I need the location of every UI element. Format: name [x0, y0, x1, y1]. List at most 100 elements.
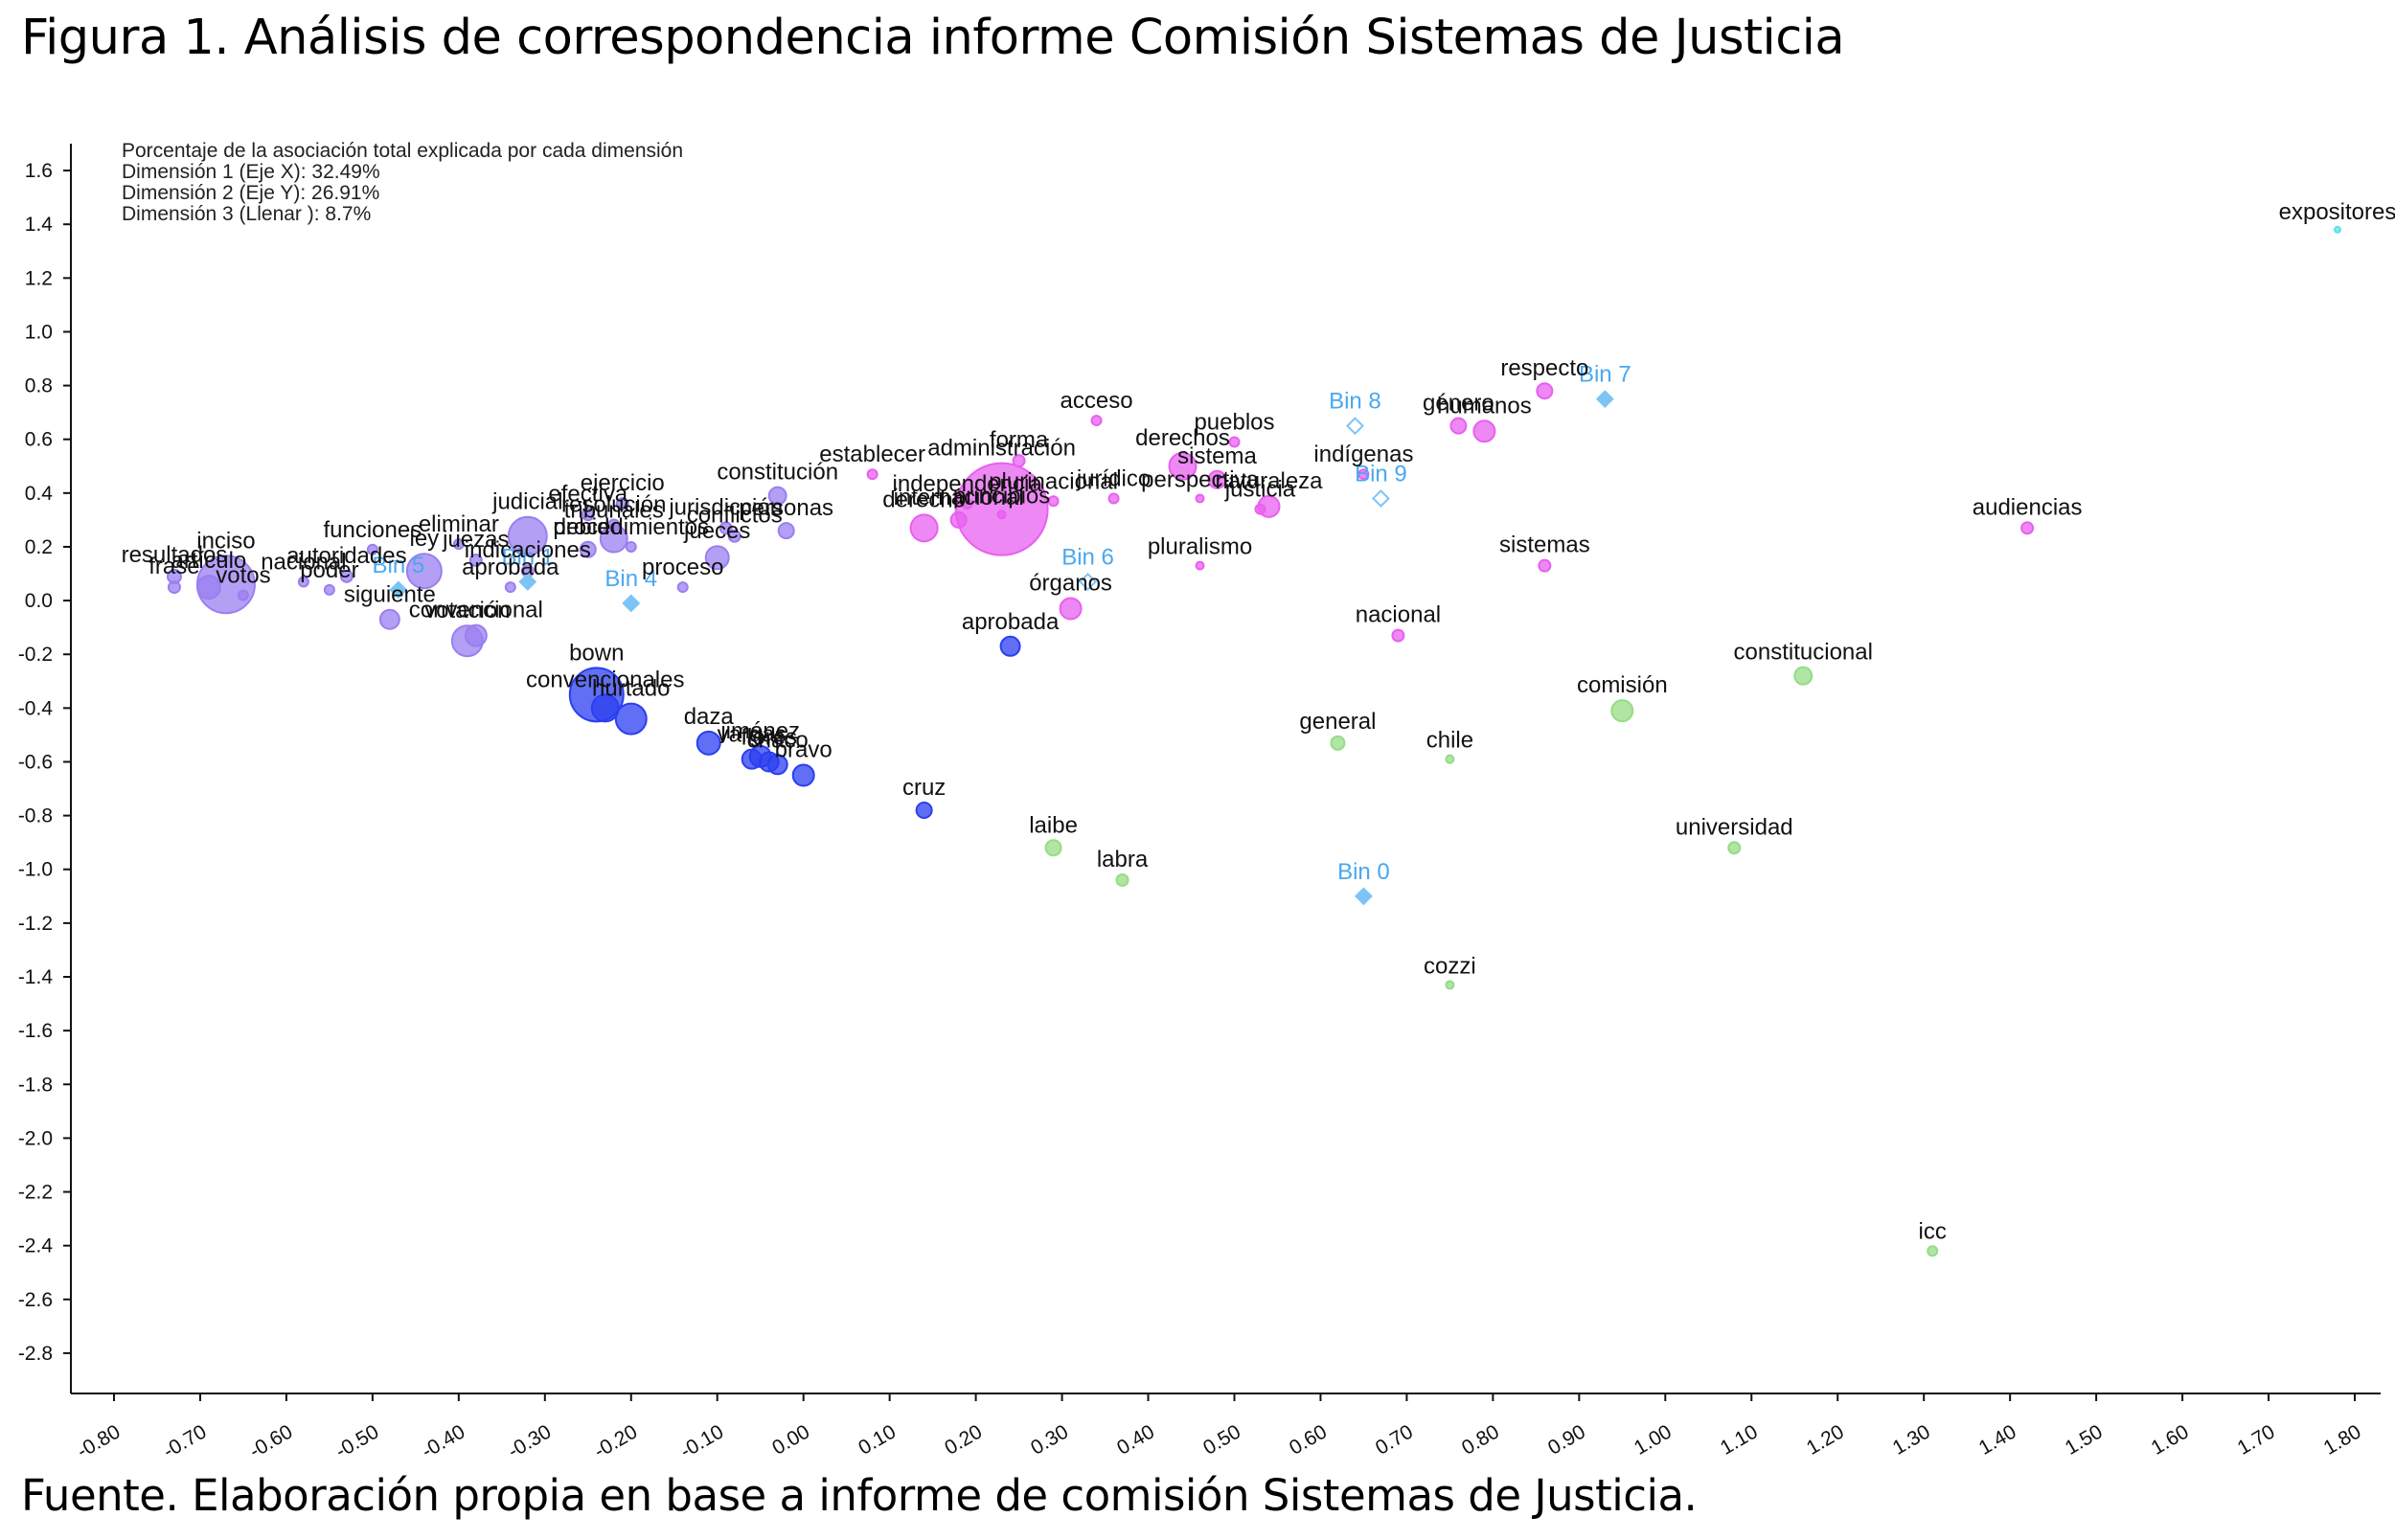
y-tick-label: 0.4	[25, 483, 54, 505]
point-label: perspectiva	[1141, 466, 1259, 492]
point-label: establecer	[819, 442, 925, 467]
y-tick-label: 0.8	[25, 375, 53, 397]
data-point	[1012, 454, 1026, 468]
data-point	[676, 581, 689, 594]
y-tick-label: -0.2	[18, 644, 53, 666]
data-point	[1472, 419, 1496, 443]
x-tick-label: 0.80	[1458, 1420, 1503, 1459]
point-label: indicaciones	[465, 537, 591, 563]
data-point	[1927, 1245, 1939, 1257]
data-point	[1610, 699, 1634, 723]
point-label: derecho	[882, 487, 966, 512]
data-points	[166, 225, 2342, 1257]
x-tick-label: 0.00	[768, 1420, 813, 1459]
point-label: nacional	[261, 549, 346, 575]
data-point	[1445, 754, 1455, 764]
point-label: chaco	[747, 727, 809, 753]
bin-label: Bin 8	[1329, 389, 1381, 415]
data-point	[297, 576, 309, 588]
point-label: proceso	[642, 555, 723, 580]
data-point	[1391, 628, 1405, 643]
data-point	[1228, 436, 1241, 448]
y-tick-label: -0.8	[18, 805, 53, 827]
data-point	[1330, 735, 1346, 751]
point-label: ley	[410, 526, 440, 552]
data-point	[949, 510, 968, 529]
x-tick-label: 1.10	[1717, 1420, 1762, 1459]
data-point	[625, 540, 637, 553]
y-tick-label: -1.6	[18, 1020, 53, 1042]
data-point	[2334, 225, 2342, 234]
data-point	[2020, 521, 2035, 535]
x-tick-label: 0.40	[1113, 1420, 1158, 1459]
bin-markers: Bin 0 Bin 1 Bin 4 Bin 5 Bin 6 Bin 7 Bin 8 Bin 9	[373, 362, 1631, 906]
point-label: bown	[569, 640, 624, 666]
point-label: aprobada	[462, 555, 559, 580]
y-axis: 1.6 1.4 1.2 1.0 0.8 0.6 0.4 0.2 0.0 -0.2 -0.4 -0.6 -…	[18, 144, 72, 1393]
data-point	[378, 608, 400, 630]
point-label: jiménez	[719, 718, 800, 744]
x-axis: -0.80 -0.70 -0.60 -0.50 -0.40 -0.30 -0.20 -0.10…	[71, 1393, 2381, 1462]
point-label: daza	[684, 704, 735, 730]
point-label: jurídico	[1076, 465, 1151, 491]
data-point	[1727, 841, 1742, 855]
x-tick-label: 0.10	[855, 1420, 900, 1459]
bin-label: Bin 5	[373, 553, 425, 578]
data-point	[1047, 495, 1060, 508]
point-label: siguiente	[344, 582, 436, 608]
x-tick-label: 1.40	[1975, 1420, 2020, 1459]
bin-marker	[389, 580, 408, 600]
point-label: principios	[953, 483, 1050, 509]
data-point	[696, 730, 721, 756]
data-point	[866, 468, 878, 481]
x-tick-label: -0.40	[418, 1420, 468, 1462]
y-tick-label: -2.8	[18, 1343, 53, 1365]
data-point	[507, 515, 548, 556]
point-label: jueces	[683, 518, 750, 544]
x-tick-label: -0.50	[331, 1420, 382, 1462]
data-point	[339, 569, 354, 583]
point-label: resolución	[561, 492, 666, 518]
x-tick-label: 0.70	[1372, 1420, 1417, 1459]
y-tick-label: 0.2	[25, 536, 53, 558]
y-tick-label: -0.4	[18, 697, 54, 719]
data-point	[237, 589, 249, 601]
point-label: cozzi	[1424, 953, 1476, 979]
point-label: cruz	[902, 775, 946, 801]
point-label: género	[1423, 391, 1494, 417]
y-tick-label: 0.6	[25, 429, 53, 451]
bin-marker	[518, 573, 537, 591]
data-point	[777, 522, 795, 540]
point-label: plurinacional	[989, 468, 1118, 494]
data-point	[1449, 417, 1468, 435]
point-label: comisión	[1577, 672, 1668, 698]
point-label: laibe	[1029, 812, 1078, 838]
x-tick-label: 0.90	[1544, 1420, 1589, 1459]
point-label: sistemas	[1499, 532, 1590, 558]
point-label: poder	[300, 557, 358, 583]
point-label: juezas	[442, 527, 509, 553]
point-label: efectiva	[548, 481, 627, 507]
data-point	[961, 498, 973, 510]
data-point	[468, 554, 483, 567]
x-tick-label: 0.60	[1286, 1420, 1331, 1459]
x-tick-label: 1.50	[2062, 1420, 2107, 1459]
point-label: convencional	[409, 598, 543, 623]
y-tick-label: -1.0	[18, 859, 53, 881]
point-label: nacional	[1356, 602, 1441, 628]
bin-label: Bin 9	[1355, 461, 1407, 487]
y-tick-label: 1.0	[25, 321, 53, 343]
point-label: derechos	[1135, 425, 1230, 451]
x-tick-label: 0.50	[1199, 1420, 1244, 1459]
point-label: flores	[741, 724, 797, 750]
point-label: respecto	[1500, 355, 1588, 381]
point-label: judicial	[491, 489, 562, 515]
dimension-info-line: Dimensión 2 (Eje Y): 26.91%	[122, 182, 379, 204]
bin-marker	[1079, 573, 1097, 591]
y-tick-label: -2.4	[18, 1235, 54, 1257]
x-tick-label: 1.80	[2320, 1420, 2365, 1459]
y-tick-label: -2.2	[18, 1182, 53, 1204]
y-tick-label: 1.4	[25, 214, 54, 236]
dimension-info-line: Dimensión 3 (Llenar ): 8.7%	[122, 203, 371, 225]
point-label: labra	[1097, 847, 1149, 872]
